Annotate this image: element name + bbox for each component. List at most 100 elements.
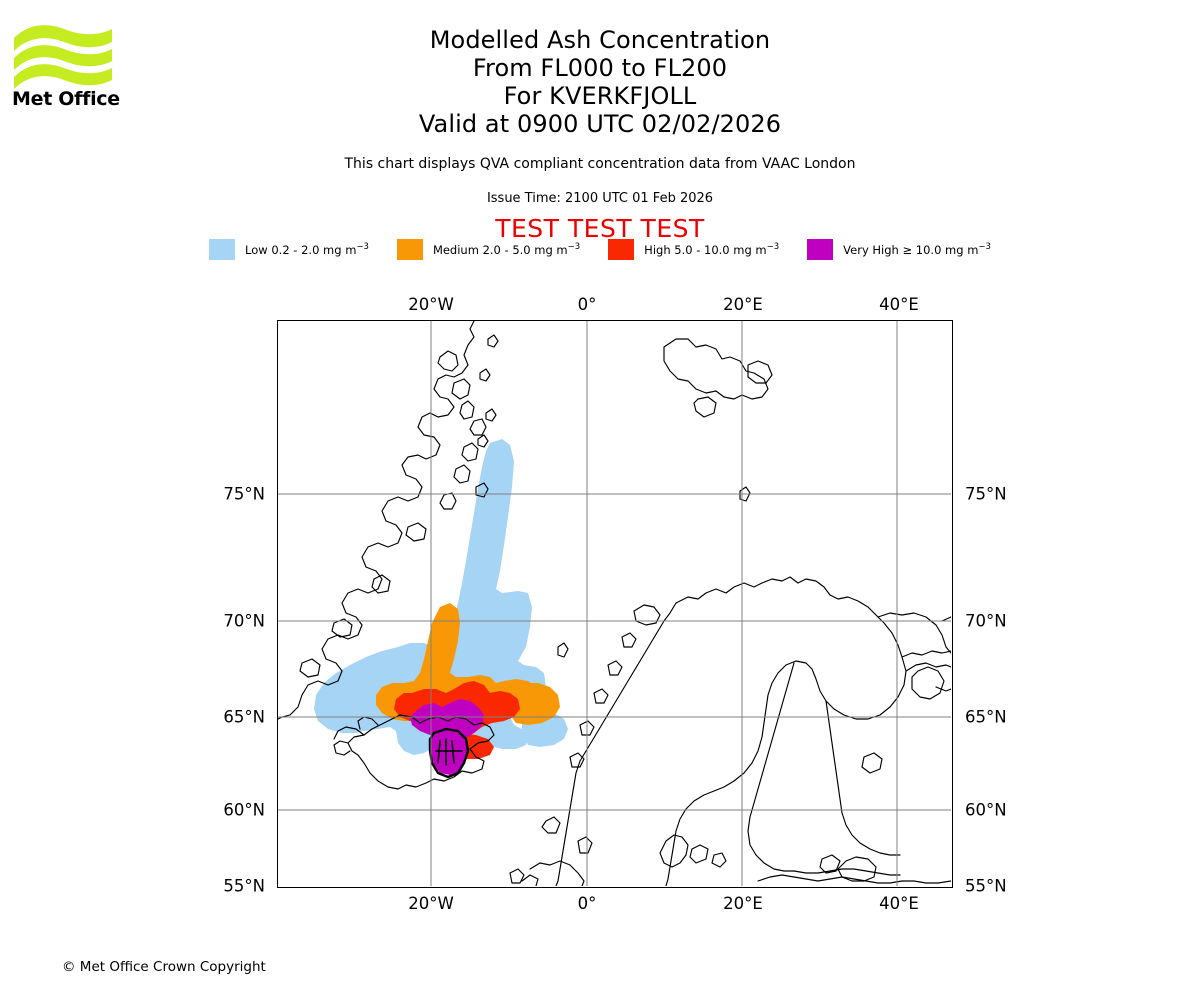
legend-item: Very High ≥ 10.0 mg m−3 (807, 239, 991, 260)
lon-label-bottom-40e: 40°E (879, 894, 919, 913)
lat-label-right-75n: 75°N (965, 484, 1007, 504)
coastline-norway-west (555, 602, 677, 886)
met-office-logo (12, 20, 124, 115)
coastline-greenland-fjord-2 (451, 378, 471, 400)
test-banner: TEST TEST TEST (495, 214, 705, 243)
lat-label-right-65n: 65°N (965, 707, 1007, 727)
coastline-norway-island-3 (593, 688, 609, 704)
legend-swatch-very-high (807, 239, 834, 260)
lat-label-left-55n: 55°N (223, 876, 265, 896)
coastline-greenland-island-9 (299, 658, 321, 678)
lat-label-right-60n: 60°N (965, 800, 1007, 820)
lon-label-top-40e: 40°E (879, 295, 919, 314)
coastline-iceland-inner-w (333, 740, 351, 756)
coastline-greenland-small-4 (477, 434, 489, 448)
coastline-greenland-island-5 (439, 492, 457, 510)
coastline-scandinavia (665, 576, 907, 886)
plume-layer-medium-right (510, 683, 560, 725)
map-frame (277, 320, 953, 888)
coastline-iceland-inner-nw (333, 726, 365, 740)
title-valid-time: Valid at 0900 UTC 02/02/2026 (418, 110, 782, 138)
lon-label-top-20e: 20°E (723, 295, 763, 314)
title-volcano-name: For KVERKFJOLL (503, 82, 697, 110)
coastline-greenland-island-3 (461, 442, 479, 462)
coastline-finland-south (793, 868, 901, 876)
coastline-svalbard (663, 338, 769, 400)
coastline-greenland-island-6 (405, 522, 427, 542)
coastline-estonia-island (819, 854, 841, 874)
coastline-greenland-island-8 (331, 618, 353, 638)
coastlines (278, 321, 951, 886)
lon-label-top-0: 0° (577, 295, 597, 314)
coastline-norway-island-5 (569, 752, 585, 768)
chart-subtitle: This chart displays QVA compliant concen… (344, 156, 856, 172)
coastline-greenland-small-3 (485, 408, 497, 422)
lat-label-left-70n: 70°N (223, 611, 265, 631)
lat-label-right-55n: 55°N (965, 876, 1007, 896)
lat-label-left-65n: 65°N (223, 707, 265, 727)
volcano-marker (428, 727, 470, 779)
coastline-greenland-island-7 (371, 574, 391, 594)
lon-label-top-20w: 20°W (408, 295, 454, 314)
met-office-wordmark: Met Office (12, 88, 120, 110)
legend-label-very-high: Very High ≥ 10.0 mg m−3 (843, 242, 991, 257)
coastline-svalbard-bear-island (739, 486, 751, 502)
coastline-jan-mayen (557, 642, 569, 658)
coastline-bothnia-west (747, 662, 795, 872)
coastline-kola (877, 612, 951, 654)
legend-label-high: High 5.0 - 10.0 mg m−3 (644, 242, 780, 257)
lon-label-bottom-20e: 20°E (723, 894, 763, 913)
legend-label-medium: Medium 2.0 - 5.0 mg m−3 (432, 242, 581, 257)
page-title: Modelled Ash Concentration (429, 26, 771, 54)
coastline-white-sea (901, 650, 951, 700)
coastline-iceland (347, 714, 495, 790)
lon-label-bottom-20w: 20°W (408, 894, 454, 913)
legend-label-low: Low 0.2 - 2.0 mg m−3 (245, 242, 369, 257)
coastline-finland-west (825, 700, 901, 856)
coastline-svalbard-east (747, 360, 773, 384)
concentration-legend: Low 0.2 - 2.0 mg m−3 Medium 2.0 - 5.0 mg… (0, 239, 1200, 260)
coastline-greenland-small-2 (479, 368, 491, 382)
lat-label-right-70n: 70°N (965, 611, 1007, 631)
lat-label-left-60n: 60°N (223, 800, 265, 820)
issue-time-text: Issue Time: 2100 UTC 01 Feb 2026 (486, 191, 714, 206)
title-flight-levels: From FL000 to FL200 (472, 54, 728, 82)
coastline-norway-island-2 (607, 660, 623, 676)
coastline-denmark-islands (689, 844, 709, 864)
coastline-baltic-gulf (837, 856, 877, 882)
coastline-russia-ne (935, 616, 951, 692)
legend-item: Low 0.2 - 2.0 mg m−3 (209, 239, 369, 260)
legend-item: Medium 2.0 - 5.0 mg m−3 (396, 239, 581, 260)
coastline-scotland (521, 860, 585, 886)
coastline-greenland-fjord-1 (437, 350, 459, 372)
lat-label-left-75n: 75°N (223, 484, 265, 504)
lon-label-bottom-0: 0° (577, 894, 597, 913)
volcano-marker-rays (435, 738, 463, 766)
coastline-scotland-isles (509, 868, 525, 884)
coastline-faroes (541, 816, 561, 834)
coastline-russia-north (905, 662, 951, 672)
coastline-denmark (659, 834, 689, 868)
coastline-shetland (577, 836, 593, 854)
coastline-svalbard-south (693, 396, 717, 418)
graticule (278, 321, 951, 886)
ash-plume-layers (314, 439, 568, 775)
legend-item: High 5.0 - 10.0 mg m−3 (608, 239, 779, 260)
ash-concentration-map: 20°W 0° 20°E 40°E 20°W 0° 20°E 40°E 75°N… (223, 295, 1006, 913)
legend-swatch-medium (396, 239, 423, 260)
coastline-greenland-island-1 (459, 400, 475, 420)
plume-layer-low-west (314, 647, 398, 733)
coastline-greenland-island-4 (453, 464, 471, 484)
coastline-greenland (278, 321, 475, 720)
coastline-greenland-island-2 (469, 418, 487, 436)
legend-swatch-high (608, 239, 635, 260)
chart-title-block: Modelled Ash Concentration From FL000 to… (0, 28, 1200, 138)
coastline-denmark-small (711, 852, 727, 868)
coastline-norway-island-1 (621, 632, 637, 648)
coastline-lofoten (633, 604, 661, 626)
legend-swatch-low (209, 239, 236, 260)
coastline-greenland-small (487, 334, 499, 348)
coastline-finland-lake (861, 752, 883, 774)
coastline-baltic (757, 874, 951, 884)
copyright-text: © Met Office Crown Copyright (62, 959, 266, 975)
